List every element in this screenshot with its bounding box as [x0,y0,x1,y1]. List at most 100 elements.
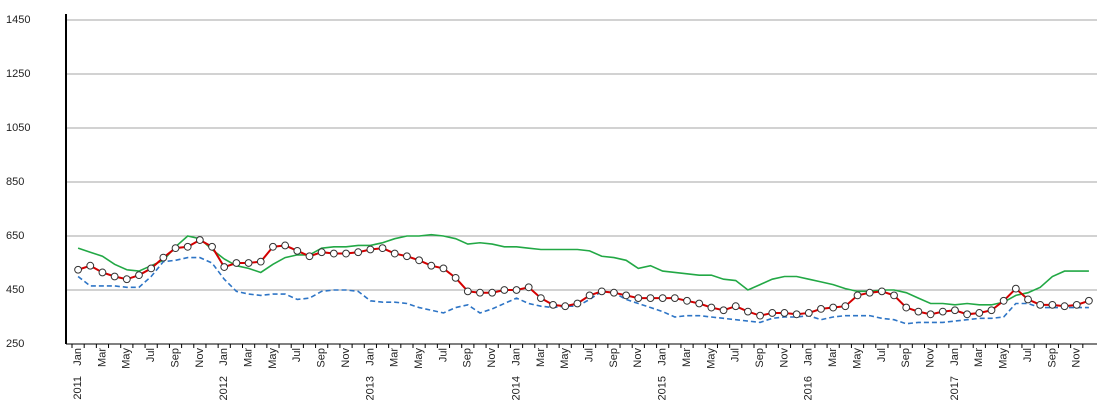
point-marker [232,259,241,267]
point-marker [963,310,972,319]
point-marker [951,306,959,315]
point-marker [573,299,582,308]
point-marker [122,275,131,284]
x-tick-label: Nov [778,348,790,368]
point-marker [195,236,204,244]
point-marker [415,256,423,265]
x-tick-label: Sep [316,348,328,368]
x-tick-label: Nov [632,348,644,368]
x-tick-label: Jul [291,348,303,362]
x-tick-label: Mar [973,348,985,367]
x-tick-label: Jul [1022,348,1034,362]
x-tick-label: May [559,348,571,369]
point-marker [378,244,387,253]
x-tick-label: Nov [486,348,498,368]
x-tick-label: Jul [437,348,449,362]
point-marker [512,286,521,294]
point-marker [269,242,277,251]
point-marker [756,311,764,320]
point-marker [853,291,862,300]
point-marker [476,288,484,297]
point-marker [86,261,95,270]
x-tick-label: Mar [827,348,839,367]
point-marker [463,287,472,296]
x-tick-label: Sep [1046,348,1058,368]
point-marker [804,309,813,317]
y-tick-label: 450 [6,284,24,296]
point-marker [902,303,911,312]
x-tick-label: Mar [242,348,254,367]
x-tick-label: Nov [1071,348,1083,368]
point-marker [597,287,606,296]
point-marker [110,272,119,281]
point-marker [634,294,643,303]
x-tick-label: Mar [535,348,547,367]
x-tick-label: Sep [754,348,766,368]
point-marker [792,310,801,319]
point-marker [658,294,667,303]
x-tick-label: Sep [169,348,181,368]
point-marker [329,249,338,258]
point-marker [768,309,777,317]
point-marker [914,307,923,316]
point-marker [98,268,107,277]
point-marker [549,300,557,309]
point-marker [220,263,229,271]
point-marker [281,241,290,250]
point-marker [500,286,509,294]
x-tick-label: Jan [510,348,522,366]
x-tick-label: Sep [608,348,620,368]
x-tick-label: Nov [194,348,206,368]
point-marker [670,294,679,303]
x-tick-label: Jan [218,348,230,366]
point-marker [707,303,716,312]
point-marker [1048,300,1057,309]
point-marker [1072,300,1081,309]
x-tick-label: Jan [657,348,669,366]
year-label: 2017 [949,376,961,400]
x-tick-label: May [998,348,1010,369]
point-marker [622,291,631,300]
point-marker [451,273,460,282]
point-marker [427,261,436,270]
year-label: 2013 [364,376,376,400]
series-line [77,233,1089,306]
point-marker [244,259,253,267]
point-marker [877,287,886,296]
point-marker [695,299,704,308]
point-marker [171,244,180,253]
x-tick-label: Jul [730,348,742,362]
y-tick-label: 1050 [6,122,30,134]
x-tick-label: Jan [72,348,84,366]
x-tick-label: Jul [876,348,888,362]
point-marker [719,306,728,315]
point-marker [208,242,216,251]
point-marker [159,253,168,262]
point-marker [999,296,1008,305]
point-marker [183,242,192,251]
x-tick-label: Jan [803,348,815,366]
point-marker [731,302,740,311]
y-tick-label: 850 [6,176,24,188]
point-marker [926,310,935,319]
point-marker [317,248,326,257]
x-tick-label: Sep [900,348,912,368]
x-tick-label: May [413,348,425,369]
point-marker [1060,302,1069,311]
x-tick-label: May [851,348,863,369]
point-marker [683,296,691,305]
x-tick-label: Jan [364,348,376,366]
y-tick-label: 250 [6,338,24,350]
x-tick-label: Mar [681,348,693,367]
year-label: 2016 [803,376,815,400]
point-marker [561,302,570,311]
point-marker [1085,296,1093,305]
point-marker [1024,295,1032,304]
y-tick-label: 650 [6,230,24,242]
point-marker [987,306,996,315]
point-marker [524,283,533,292]
x-tick-label: Sep [462,348,474,368]
year-label: 2014 [510,376,522,400]
x-tick-label: Nov [340,348,352,368]
